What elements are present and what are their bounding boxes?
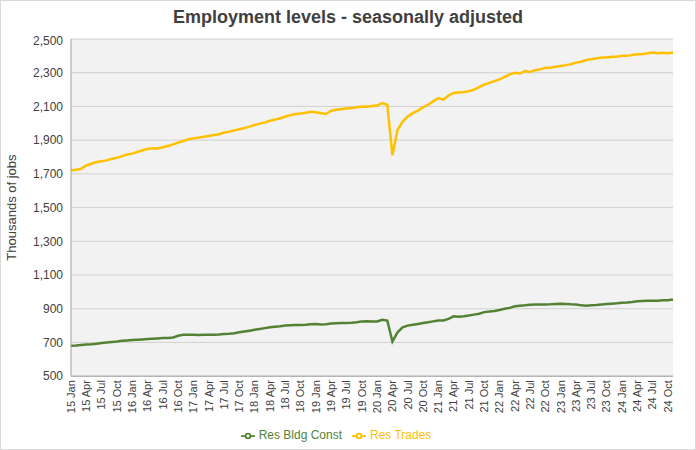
svg-text:19 Oct: 19 Oct <box>356 380 368 412</box>
svg-text:22 Jul: 22 Jul <box>524 380 536 409</box>
svg-text:20 Jul: 20 Jul <box>402 380 414 409</box>
svg-text:21 Jan: 21 Jan <box>432 380 444 413</box>
svg-text:19 Jan: 19 Jan <box>310 380 322 413</box>
svg-text:15 Apr: 15 Apr <box>80 380 92 412</box>
svg-text:18 Jul: 18 Jul <box>279 380 291 409</box>
html-text:Res Bldg Const: Res Bldg Const <box>258 428 342 443</box>
svg-text:2,300: 2,300 <box>33 66 63 80</box>
svg-text:23 Oct: 23 Oct <box>600 380 612 412</box>
svg-text:900: 900 <box>43 302 63 316</box>
svg-text:17 Oct: 17 Oct <box>233 380 245 412</box>
svg-text:1,300: 1,300 <box>33 235 63 249</box>
svg-text:17 Apr: 17 Apr <box>203 380 215 412</box>
svg-text:16 Oct: 16 Oct <box>172 380 184 412</box>
svg-text:24 Apr: 24 Apr <box>631 380 643 412</box>
svg-text:15 Jul: 15 Jul <box>95 380 107 409</box>
svg-text:22 Oct: 22 Oct <box>539 380 551 412</box>
svg-text:17 Jul: 17 Jul <box>218 380 230 409</box>
svg-text:15 Jan: 15 Jan <box>65 380 77 413</box>
svg-text:20 Apr: 20 Apr <box>386 380 398 412</box>
svg-text:700: 700 <box>43 336 63 350</box>
svg-text:18 Apr: 18 Apr <box>264 380 276 412</box>
svg-text:500: 500 <box>43 369 63 383</box>
html-text:Employment levels - seasonally: Employment levels - seasonally adjusted <box>172 7 524 27</box>
svg-text:20 Oct: 20 Oct <box>417 380 429 412</box>
svg-text:20 Jan: 20 Jan <box>371 380 383 413</box>
svg-text:24 Jan: 24 Jan <box>616 380 628 413</box>
svg-text:16 Jul: 16 Jul <box>157 380 169 409</box>
svg-text:22 Jan: 22 Jan <box>493 380 505 413</box>
svg-text:23 Jan: 23 Jan <box>555 380 567 413</box>
svg-text:21 Oct: 21 Oct <box>478 380 490 412</box>
svg-text:2,100: 2,100 <box>33 100 63 114</box>
svg-text:1,500: 1,500 <box>33 201 63 215</box>
svg-text:23 Apr: 23 Apr <box>570 380 582 412</box>
svg-text:19 Jul: 19 Jul <box>340 380 352 409</box>
svg-text:16 Apr: 16 Apr <box>141 380 153 412</box>
svg-text:17 Jan: 17 Jan <box>187 380 199 413</box>
svg-text:1,900: 1,900 <box>33 133 63 147</box>
svg-text:22 Apr: 22 Apr <box>509 380 521 412</box>
svg-text:23 Jul: 23 Jul <box>585 380 597 409</box>
svg-text:24 Jul: 24 Jul <box>646 380 658 409</box>
svg-text:18 Jan: 18 Jan <box>248 380 260 413</box>
svg-text:1,700: 1,700 <box>33 167 63 181</box>
svg-text:19 Apr: 19 Apr <box>325 380 337 412</box>
svg-text:21 Apr: 21 Apr <box>447 380 459 412</box>
svg-text:16 Jan: 16 Jan <box>126 380 138 413</box>
svg-text:21 Jul: 21 Jul <box>463 380 475 409</box>
html-text:Res Trades: Res Trades <box>370 428 432 443</box>
svg-text:Thousands of jobs: Thousands of jobs <box>8 154 19 261</box>
svg-text:18 Oct: 18 Oct <box>294 380 306 412</box>
svg-text:15 Oct: 15 Oct <box>111 380 123 412</box>
svg-text:1,100: 1,100 <box>33 268 63 282</box>
svg-text:24 Oct: 24 Oct <box>662 380 674 412</box>
svg-text:2,500: 2,500 <box>33 34 63 48</box>
